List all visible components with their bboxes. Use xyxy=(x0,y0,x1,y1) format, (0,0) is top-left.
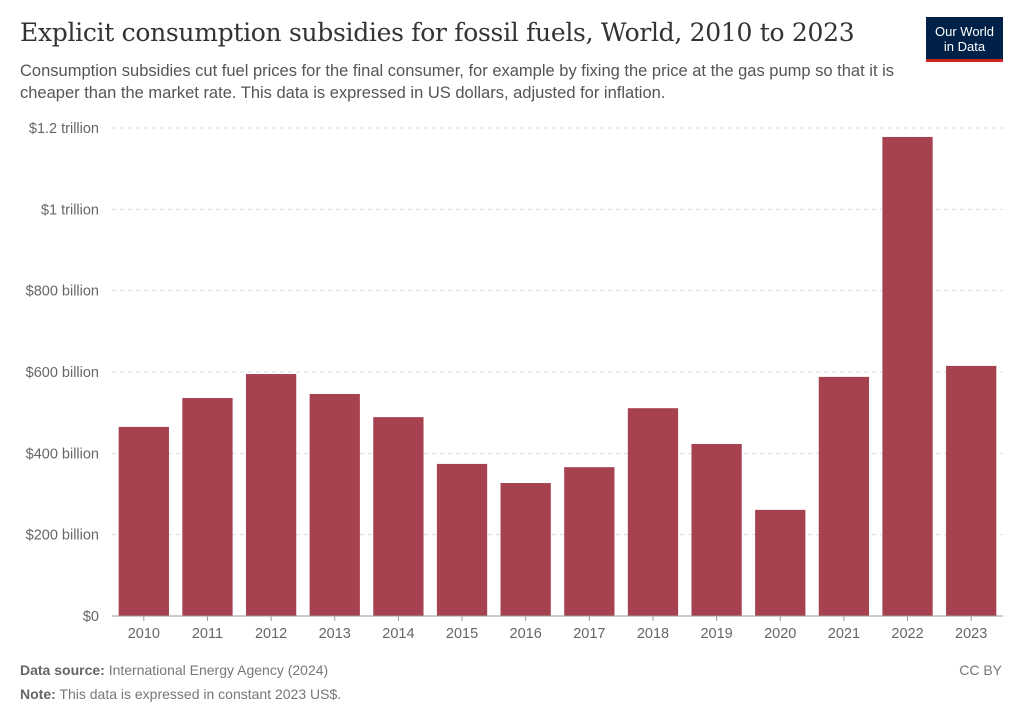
x-tick-label: 2018 xyxy=(637,626,669,642)
bar-2018 xyxy=(627,408,679,616)
x-tick-label: 2013 xyxy=(319,626,351,642)
logo-line-1: Our World xyxy=(935,24,994,39)
y-tick-label: $1 trillion xyxy=(41,202,99,218)
y-tick-label: $1.2 trillion xyxy=(29,121,99,137)
bar-2013 xyxy=(309,393,360,616)
bar-2014 xyxy=(373,417,424,616)
x-tick-label: 2010 xyxy=(128,626,160,642)
x-tick-label: 2019 xyxy=(700,626,732,642)
owid-logo[interactable]: Our World in Data xyxy=(926,17,1003,62)
chart-title: Explicit consumption subsidies for fossi… xyxy=(20,18,855,47)
bar-2017 xyxy=(564,467,615,616)
note-label: Note: xyxy=(20,686,56,702)
x-tick-label: 2014 xyxy=(382,626,414,642)
bar-2010 xyxy=(118,426,169,616)
bar-2023 xyxy=(946,365,997,616)
license[interactable]: CC BY xyxy=(959,662,1002,678)
x-tick-label: 2015 xyxy=(446,626,478,642)
y-tick-label: $800 billion xyxy=(26,284,99,300)
note: Note: This data is expressed in constant… xyxy=(20,686,341,702)
y-tick-label: $600 billion xyxy=(26,365,99,381)
x-tick-label: 2022 xyxy=(891,626,923,642)
x-tick-label: 2021 xyxy=(828,626,860,642)
bar-2021 xyxy=(818,376,870,616)
bar-2016 xyxy=(500,483,551,616)
data-source: Data source: International Energy Agency… xyxy=(20,662,328,678)
bar-2011 xyxy=(182,398,233,616)
source-text[interactable]: International Energy Agency (2024) xyxy=(108,662,329,678)
bar-2015 xyxy=(436,463,488,616)
x-tick-label: 2020 xyxy=(764,626,796,642)
note-text: This data is expressed in constant 2023 … xyxy=(59,686,342,702)
source-label: Data source: xyxy=(20,662,105,678)
x-tick-label: 2011 xyxy=(192,626,223,642)
x-tick-label: 2016 xyxy=(510,626,542,642)
bar-2019 xyxy=(691,443,742,616)
chart-subtitle: Consumption subsidies cut fuel prices fo… xyxy=(20,62,895,102)
bar-2012 xyxy=(245,374,297,616)
bar-2020 xyxy=(755,509,806,616)
logo-line-2: in Data xyxy=(943,39,986,54)
x-tick-label: 2012 xyxy=(255,626,287,642)
y-tick-label: $200 billion xyxy=(26,528,99,544)
y-tick-label: $0 xyxy=(83,609,99,625)
bar-chart: $0 $200 billion $400 billion $600 billion $8… xyxy=(26,121,1003,642)
bar-2022 xyxy=(882,136,933,617)
x-tick-label: 2023 xyxy=(955,626,987,642)
y-tick-label: $400 billion xyxy=(26,446,99,462)
x-tick-label: 2017 xyxy=(573,626,605,642)
